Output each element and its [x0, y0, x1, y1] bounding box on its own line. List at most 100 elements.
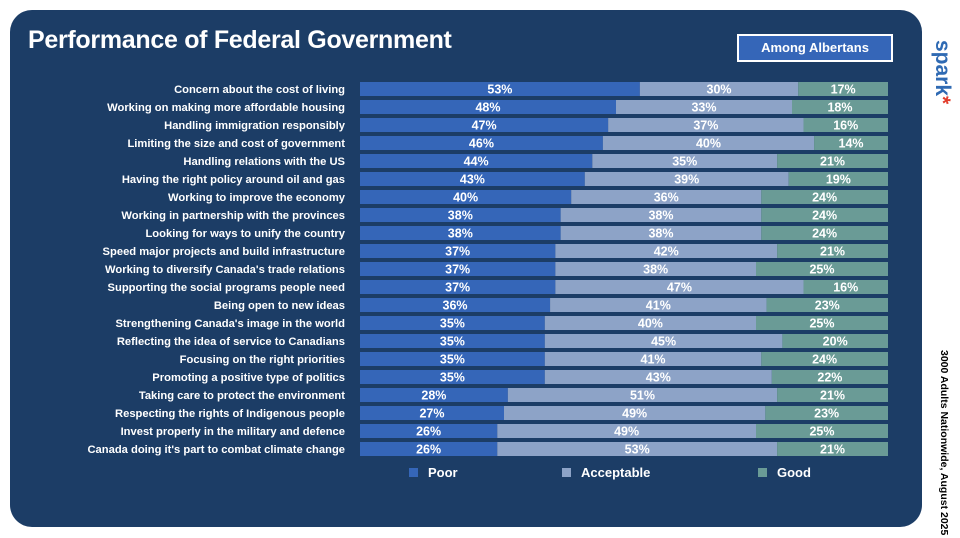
bar-segment-poor [360, 154, 593, 168]
bar-segment-acceptable [497, 442, 778, 456]
data-label: 41% [646, 299, 671, 313]
bar-segment-poor [360, 442, 498, 456]
bar-segment-acceptable [608, 118, 804, 132]
data-label: 21% [820, 155, 845, 169]
legend-entry: Good [777, 465, 811, 480]
data-label: 49% [614, 425, 639, 439]
bar-segment-acceptable [584, 172, 789, 186]
data-label: 21% [820, 443, 845, 457]
bar-segment-good [803, 118, 888, 132]
bar-segment-poor [360, 172, 585, 186]
category-label: Looking for ways to unify the country [145, 228, 345, 240]
data-label: 37% [445, 281, 470, 295]
bar-segment-poor [360, 334, 545, 348]
bar-segment-poor [360, 406, 504, 420]
bar-segment-acceptable [544, 352, 762, 366]
brand-logo: spark* [930, 40, 956, 120]
bar-segment-acceptable [497, 424, 756, 438]
data-label: 37% [445, 245, 470, 259]
data-label: 18% [827, 101, 852, 115]
data-label: 40% [638, 317, 663, 331]
bar-segment-good [771, 370, 888, 384]
category-label: Limiting the size and cost of government [127, 138, 345, 150]
category-label: Working on making more affordable housin… [107, 102, 345, 114]
bar-segment-good [782, 334, 888, 348]
bar-segment-acceptable [555, 280, 804, 294]
bar-segment-good [777, 244, 888, 258]
bar-segment-good [756, 316, 888, 330]
category-label: Speed major projects and build infrastru… [103, 246, 345, 258]
data-label: 17% [831, 83, 856, 97]
category-label: Canada doing it's part to combat climate… [87, 444, 345, 456]
data-label: 14% [839, 137, 864, 151]
data-label: 20% [823, 335, 848, 349]
bar-segment-poor [360, 298, 551, 312]
brand-name: spark [931, 40, 954, 97]
data-label: 38% [448, 227, 473, 241]
bar-segment-good [788, 172, 888, 186]
data-label: 25% [809, 317, 834, 331]
bar-segment-good [798, 82, 888, 96]
data-label: 24% [812, 353, 837, 367]
legend-entry: Acceptable [581, 465, 650, 480]
category-label: Promoting a positive type of politics [152, 372, 345, 384]
bar-segment-poor [360, 424, 498, 438]
bar-segment-poor [360, 244, 556, 258]
data-label: 35% [440, 371, 465, 385]
bar-segment-good [756, 424, 888, 438]
bar-segment-good [777, 154, 888, 168]
page-title: Performance of Federal Government [28, 26, 452, 54]
bar-segment-acceptable [560, 208, 762, 222]
bar-segment-good [803, 280, 888, 294]
data-label: 53% [487, 83, 512, 97]
bar-segment-acceptable [544, 316, 756, 330]
category-label: Working to diversify Canada's trade rela… [105, 264, 345, 276]
bar-segment-poor [360, 136, 603, 150]
category-label: Handling relations with the US [183, 156, 345, 168]
data-label: 28% [421, 389, 446, 403]
data-label: 37% [445, 263, 470, 277]
bar-segment-poor [360, 208, 561, 222]
data-label: 40% [453, 191, 478, 205]
data-label: 40% [696, 137, 721, 151]
bar-segment-acceptable [550, 298, 767, 312]
data-label: 44% [464, 155, 489, 169]
category-label: Working in partnership with the province… [121, 210, 345, 222]
sample-note-text: 3000 Adults Nationwide, August 2025 [938, 350, 950, 536]
sample-note: 3000 Adults Nationwide, August 2025 [934, 350, 954, 536]
bar-segment-acceptable [571, 190, 762, 204]
data-label: 49% [622, 407, 647, 421]
audience-badge: Among Albertans [737, 34, 893, 62]
bar-segment-good [777, 442, 888, 456]
bar-segment-acceptable [507, 388, 778, 402]
bar-segment-good [756, 262, 888, 276]
data-label: 16% [833, 119, 858, 133]
bar-segment-poor [360, 370, 545, 384]
legend-swatch [409, 468, 418, 477]
data-label: 21% [820, 245, 845, 259]
data-label: 27% [419, 407, 444, 421]
data-label: 35% [440, 353, 465, 367]
category-label: Reflecting the idea of service to Canadi… [117, 336, 345, 348]
bar-segment-poor [360, 226, 561, 240]
category-label: Respecting the rights of Indigenous peop… [115, 408, 345, 420]
data-label: 38% [643, 263, 668, 277]
bar-segment-good [761, 352, 888, 366]
data-label: 37% [693, 119, 718, 133]
data-label: 47% [667, 281, 692, 295]
brand-star-icon: * [931, 96, 954, 105]
bar-segment-acceptable [544, 334, 783, 348]
data-label: 39% [674, 173, 699, 187]
bar-segment-poor [360, 262, 556, 276]
data-label: 36% [654, 191, 679, 205]
legend-entry: Poor [428, 465, 458, 480]
data-label: 35% [672, 155, 697, 169]
data-label: 30% [707, 83, 732, 97]
bar-segment-good [814, 136, 888, 150]
data-label: 25% [809, 263, 834, 277]
bar-segment-poor [360, 82, 640, 96]
category-label: Focusing on the right priorities [180, 354, 345, 366]
data-label: 19% [826, 173, 851, 187]
data-label: 48% [475, 101, 500, 115]
bar-segment-acceptable [592, 154, 778, 168]
